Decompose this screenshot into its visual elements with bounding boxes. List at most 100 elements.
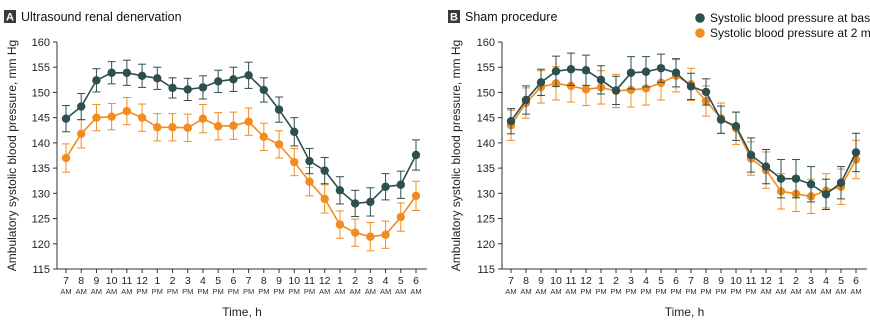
x-tick-period-label: AM [350, 287, 361, 296]
x-tick-period-label: PM [595, 287, 606, 296]
data-point-baseline [335, 186, 345, 195]
x-tick-label: 6 [673, 275, 679, 287]
x-tick-period-label: AM [820, 287, 831, 296]
data-point-two_month [411, 191, 421, 201]
data-point-baseline [581, 66, 591, 75]
data-point-two_month [122, 106, 132, 116]
series-line-two_month [510, 74, 857, 198]
data-point-two_month [92, 113, 101, 122]
panel-title: Ultrasound renal denervation [21, 10, 182, 24]
data-point-two_month [198, 114, 208, 123]
y-tick-label: 135 [477, 163, 495, 175]
y-tick-label: 155 [32, 62, 50, 74]
data-point-baseline [776, 174, 786, 183]
x-tick-period-label: AM [319, 287, 330, 296]
data-point-baseline [290, 127, 299, 136]
x-tick-period-label: AM [365, 287, 376, 296]
y-tick-label: 150 [477, 87, 495, 99]
x-tick-period-label: PM [700, 287, 711, 296]
x-tick-label: 5 [215, 275, 221, 287]
x-tick-period-label: PM [152, 287, 163, 296]
x-tick-label: 3 [367, 275, 373, 287]
x-tick-label: 8 [261, 275, 267, 287]
x-tick-label: 11 [304, 275, 315, 287]
x-tick-period-label: PM [640, 287, 651, 296]
x-tick-period-label: PM [610, 287, 621, 296]
data-point-baseline [259, 85, 269, 95]
x-tick-label: 4 [643, 275, 649, 287]
data-point-baseline [701, 87, 711, 97]
x-tick-label: 12 [319, 275, 331, 287]
data-point-two_month [566, 81, 576, 91]
x-tick-label: 2 [793, 275, 799, 287]
data-point-baseline [411, 150, 421, 160]
data-point-baseline [761, 162, 771, 171]
x-tick-label: 12 [760, 275, 772, 287]
series-line-two_month [65, 110, 417, 238]
data-point-two_month [381, 230, 390, 239]
x-tick-label: 11 [121, 275, 132, 287]
x-tick-period-label: AM [106, 287, 117, 296]
x-tick-period-label: AM [121, 287, 132, 296]
data-point-baseline [716, 115, 726, 124]
x-tick-label: 8 [78, 275, 84, 287]
panel-letter: A [6, 12, 14, 24]
data-point-two_month [183, 123, 192, 132]
data-point-two_month [656, 78, 666, 88]
x-tick-label: 1 [778, 275, 784, 287]
x-tick-period-label: PM [289, 287, 300, 296]
x-tick-period-label: AM [550, 287, 561, 296]
x-tick-period-label: PM [580, 287, 591, 296]
x-tick-period-label: PM [715, 287, 726, 296]
y-tick-label: 125 [477, 214, 495, 226]
x-tick-period-label: PM [304, 287, 315, 296]
x-tick-period-label: PM [213, 287, 224, 296]
data-point-two_month [107, 112, 116, 121]
data-point-two_month [320, 194, 329, 204]
x-tick-period-label: AM [775, 287, 786, 296]
x-tick-label: 8 [703, 275, 709, 287]
x-tick-period-label: AM [565, 287, 576, 296]
x-tick-label: 7 [246, 275, 252, 287]
x-tick-label: 6 [230, 275, 236, 287]
x-tick-period-label: AM [805, 287, 816, 296]
data-point-two_month [137, 113, 147, 122]
y-tick-label: 125 [32, 214, 50, 226]
data-point-baseline [153, 74, 162, 83]
data-point-baseline [611, 86, 621, 95]
data-point-baseline [229, 75, 238, 84]
data-point-baseline [806, 180, 816, 189]
data-point-two_month [350, 228, 360, 237]
x-tick-period-label: AM [380, 287, 391, 296]
x-tick-label: 2 [170, 275, 176, 287]
x-axis-title: Time, h [222, 305, 262, 319]
panel-letter-box [448, 10, 460, 23]
data-point-two_month [366, 232, 375, 241]
data-point-baseline [791, 174, 801, 183]
x-tick-label: 5 [658, 275, 664, 287]
x-tick-period-label: PM [167, 287, 178, 296]
data-point-baseline [626, 68, 636, 77]
x-tick-period-label: AM [395, 287, 406, 296]
x-tick-period-label: PM [182, 287, 193, 296]
x-tick-period-label: PM [670, 287, 681, 296]
data-point-two_month [213, 122, 223, 131]
data-point-two_month [259, 132, 269, 142]
panel-letter: B [450, 12, 458, 24]
x-tick-label: 5 [398, 275, 404, 287]
x-tick-label: 3 [808, 275, 814, 287]
data-point-baseline [381, 182, 390, 191]
data-point-baseline [168, 83, 177, 93]
data-point-baseline [183, 85, 192, 94]
data-point-baseline [92, 76, 101, 85]
y-tick-label: 145 [477, 113, 495, 125]
data-point-baseline [536, 78, 546, 87]
data-point-baseline [596, 75, 606, 85]
legend-marker-baseline [695, 13, 705, 23]
legend-label-baseline: Systolic blood pressure at baseline [710, 11, 870, 25]
x-tick-label: 11 [566, 275, 577, 287]
x-tick-label: 12 [136, 275, 148, 287]
data-point-baseline [671, 68, 681, 77]
data-point-two_month [305, 177, 314, 186]
